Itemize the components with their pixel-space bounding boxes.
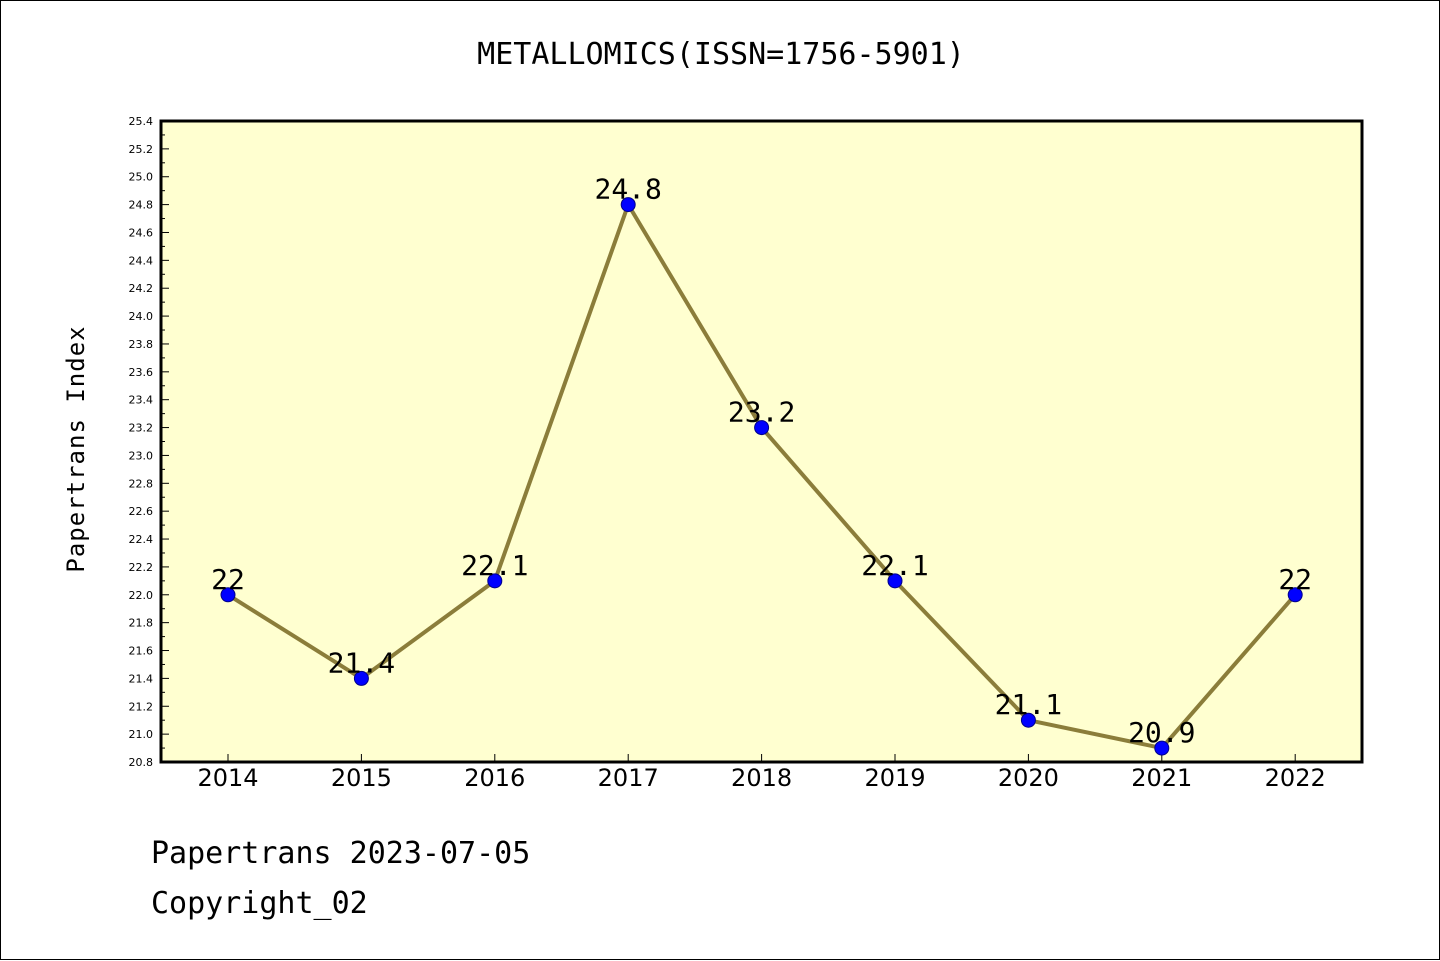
y-tick-label: 25.4 xyxy=(129,115,154,128)
data-point xyxy=(1154,740,1170,756)
data-point xyxy=(620,197,636,213)
data-label: 22.1 xyxy=(461,549,528,582)
y-tick-label: 21.4 xyxy=(129,672,154,685)
data-point xyxy=(887,573,903,589)
y-tick-label: 21.2 xyxy=(129,700,154,713)
data-label: 24.8 xyxy=(594,173,661,206)
footer-copyright: Copyright_02 xyxy=(151,886,368,921)
x-tick-label: 2016 xyxy=(464,764,525,792)
data-point xyxy=(754,420,770,436)
y-tick-label: 21.6 xyxy=(129,645,154,658)
y-tick-label: 23.6 xyxy=(129,366,154,379)
y-tick-label: 24.2 xyxy=(129,282,154,295)
data-point xyxy=(1287,587,1303,603)
x-tick-label: 2019 xyxy=(864,764,925,792)
data-label: 22.1 xyxy=(861,549,928,582)
data-label: 20.9 xyxy=(1128,716,1195,749)
data-labels: 22 21.4 22.1 24.8 23.2 22.1 21.1 20.9 22 xyxy=(211,173,1312,749)
chart-title: METALLOMICS(ISSN=1756-5901) xyxy=(477,37,965,72)
x-axis: 2014 2015 2016 2017 2018 2019 2020 2021 2022 xyxy=(197,754,1326,792)
data-label: 21.1 xyxy=(995,688,1062,721)
data-point xyxy=(220,587,236,603)
footer-date: Papertrans 2023-07-05 xyxy=(151,836,531,871)
data-point xyxy=(487,573,503,589)
x-tick-label: 2015 xyxy=(331,764,392,792)
y-tick-label: 24.4 xyxy=(129,254,154,267)
y-tick-label: 23.2 xyxy=(129,422,154,435)
y-tick-label: 21.8 xyxy=(129,617,154,630)
y-tick-label: 22.4 xyxy=(129,533,154,546)
x-tick-label: 2022 xyxy=(1265,764,1326,792)
y-tick-label: 22.6 xyxy=(129,505,154,518)
y-tick-label: 23.0 xyxy=(129,449,154,462)
x-tick-label: 2018 xyxy=(731,764,792,792)
y-axis: 20.8 21.0 21.2 21.4 21.6 21.8 22.0 22.2 22.4 22.6… xyxy=(129,115,169,769)
y-tick-label: 22.8 xyxy=(129,477,154,490)
y-tick-label: 24.8 xyxy=(129,199,154,212)
y-tick-label: 21.0 xyxy=(129,728,154,741)
y-tick-label: 25.0 xyxy=(129,171,154,184)
x-tick-label: 2020 xyxy=(998,764,1059,792)
x-tick-label: 2021 xyxy=(1131,764,1192,792)
data-label: 22 xyxy=(211,563,245,596)
y-tick-label: 23.8 xyxy=(129,338,154,351)
y-tick-label: 25.2 xyxy=(129,143,154,156)
data-point xyxy=(353,670,369,686)
x-tick-label: 2017 xyxy=(598,764,659,792)
data-label: 21.4 xyxy=(328,646,395,679)
data-label: 22 xyxy=(1278,563,1312,596)
y-tick-label: 23.4 xyxy=(129,394,154,407)
y-tick-label: 20.8 xyxy=(129,756,154,769)
y-tick-label: 22.0 xyxy=(129,589,154,602)
series-group xyxy=(220,197,1303,756)
y-tick-label: 22.2 xyxy=(129,561,154,574)
y-tick-label: 24.6 xyxy=(129,226,154,239)
plot-area xyxy=(159,119,1364,764)
data-label: 23.2 xyxy=(728,396,795,429)
data-point xyxy=(1020,712,1036,728)
x-tick-label: 2014 xyxy=(197,764,258,792)
y-tick-label: 24.0 xyxy=(129,310,154,323)
